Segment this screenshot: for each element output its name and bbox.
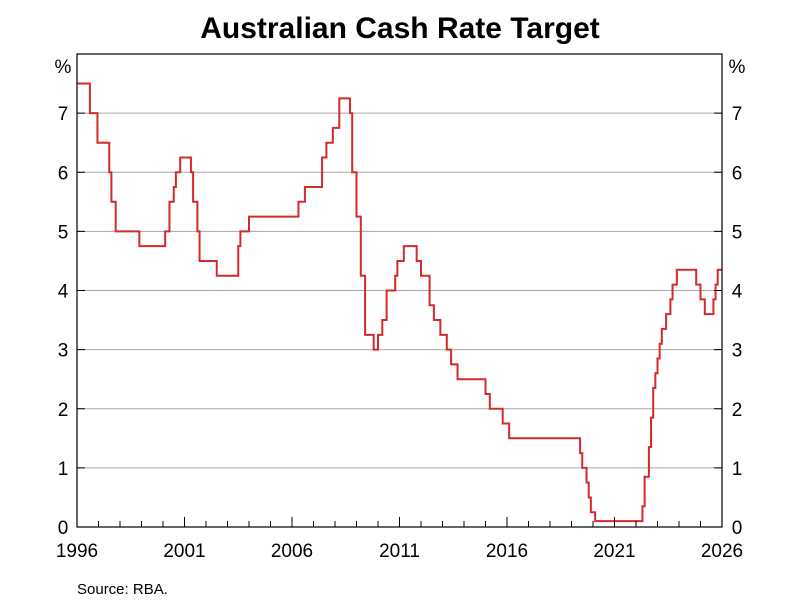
tick-labels: 0 0 1 1 2 2 3 3 4 4 5 5 6 6 7 7 1996 2001 2006 2011 2016 2021… <box>56 104 743 562</box>
y-tick-label-right: 4 <box>732 282 743 303</box>
x-tick-label: 2026 <box>701 541 743 562</box>
x-tick-label: 2006 <box>271 541 313 562</box>
y-tick-label-left: 6 <box>58 163 69 184</box>
y-tick-label-left: 7 <box>58 104 69 125</box>
x-tick-label: 2016 <box>486 541 528 562</box>
gridlines <box>77 112 722 469</box>
y-tick-label-left: 5 <box>58 222 69 243</box>
y-tick-label-right: 5 <box>732 222 743 243</box>
y-tick-label-right: 7 <box>732 104 743 125</box>
x-tick-label: 2021 <box>593 541 635 562</box>
y-tick-label-left: 3 <box>58 341 69 362</box>
tick-marks <box>76 112 723 528</box>
chart-title: Australian Cash Rate Target <box>200 12 600 45</box>
source-note: Source: RBA. <box>77 581 168 598</box>
x-tick-label: 1996 <box>56 541 98 562</box>
y-tick-label-right: 3 <box>732 341 743 362</box>
right-unit-label: % <box>729 57 746 78</box>
x-tick-label: 2011 <box>379 541 420 562</box>
y-tick-label-right: 6 <box>732 163 743 184</box>
y-tick-label-left: 2 <box>58 400 69 421</box>
series-line-cash-rate <box>77 82 722 523</box>
y-tick-label-left: 1 <box>58 459 69 480</box>
y-tick-label-right: 1 <box>732 459 743 480</box>
series-layer <box>77 82 722 523</box>
y-tick-label-left: 4 <box>58 282 69 303</box>
left-unit-label: % <box>55 57 72 78</box>
y-tick-label-right: 2 <box>732 400 743 421</box>
y-tick-label-left: 0 <box>58 518 69 539</box>
y-tick-label-right: 0 <box>732 518 743 539</box>
x-tick-label: 2001 <box>163 541 205 562</box>
